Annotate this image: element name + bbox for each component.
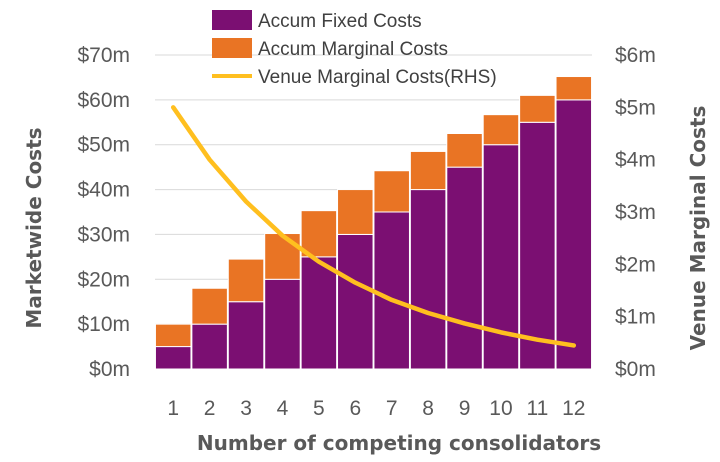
bar-fixed [555, 99, 593, 370]
y2-tick-label: $2m [615, 253, 656, 276]
bar-marginal [373, 170, 410, 213]
line-series [170, 105, 577, 348]
y-tick-label: $50m [77, 134, 130, 157]
x-tick-label: 6 [349, 397, 361, 420]
bar-marginal [555, 76, 593, 101]
bars [154, 76, 593, 370]
y2-tick-label: $4m [615, 149, 656, 172]
y-tick-label: $70m [77, 44, 130, 67]
bar-fixed [373, 211, 410, 370]
bar-marginal [191, 287, 228, 325]
bar-marginal [409, 150, 447, 191]
y-tick-label: $20m [77, 268, 130, 291]
bar-fixed [191, 323, 228, 370]
bar-fixed [446, 166, 483, 370]
x-tick-label: 3 [240, 397, 252, 420]
bar-marginal [227, 258, 265, 303]
bar-marginal [337, 189, 374, 235]
y-tick-label: $0m [89, 358, 130, 381]
y-tick-label: $40m [77, 179, 130, 202]
legend-swatch-marginal [212, 38, 252, 58]
y2-tick-label: $3m [615, 201, 656, 224]
x-axis-ticks: 1 2 3 4 5 6 7 8 9 10 11 12 [167, 397, 585, 420]
y2-tick-label: $1m [615, 306, 656, 329]
x-tick-label: 8 [422, 397, 434, 420]
x-tick-label: 4 [277, 397, 289, 420]
legend-label-venue: Venue Marginal Costs(RHS) [258, 67, 497, 88]
bar-fixed [154, 346, 192, 370]
line-venue-marginal [170, 105, 577, 348]
left-axis-ticks: $0m $10m $20m $30m $40m $50m $60m $70m [77, 44, 130, 381]
y2-axis-title: Venue Marginal Costs [686, 106, 710, 351]
bar-marginal [300, 210, 338, 258]
legend-label-marginal: Accum Marginal Costs [258, 39, 448, 60]
y2-tick-label: $0m [615, 358, 656, 381]
y2-tick-label: $5m [615, 96, 656, 119]
bar-marginal [264, 233, 301, 280]
bar-marginal [154, 323, 192, 348]
bar-fixed [337, 233, 374, 370]
y2-tick-label: $6m [615, 44, 656, 67]
y-tick-label: $10m [77, 313, 130, 336]
bar-marginal [446, 133, 483, 168]
right-axis-ticks: $0m $1m $2m $3m $4m $5m $6m [615, 44, 656, 381]
bar-fixed [409, 189, 447, 370]
legend-swatch-fixed [212, 10, 252, 30]
x-tick-label: 9 [459, 397, 471, 420]
x-tick-label: 2 [204, 397, 216, 420]
y-tick-label: $30m [77, 223, 130, 246]
x-tick-label: 7 [386, 397, 398, 420]
bar-fixed [227, 301, 265, 370]
bar-marginal [519, 94, 556, 123]
bar-marginal [482, 114, 520, 146]
x-axis-title: Number of competing consolidators [197, 431, 601, 455]
x-tick-label: 5 [313, 397, 325, 420]
bar-fixed [519, 121, 556, 370]
y-tick-label: $60m [77, 89, 130, 112]
x-tick-label: 1 [167, 397, 179, 420]
y-axis-title: Marketwide Costs [22, 127, 46, 328]
bar-fixed [264, 278, 301, 370]
legend-label-fixed: Accum Fixed Costs [258, 11, 422, 32]
x-tick-label: 12 [562, 397, 585, 420]
x-tick-label: 10 [489, 397, 512, 420]
bar-fixed [300, 256, 338, 370]
x-tick-label: 11 [526, 397, 548, 420]
legend: Accum Fixed Costs Accum Marginal Costs V… [212, 10, 497, 88]
